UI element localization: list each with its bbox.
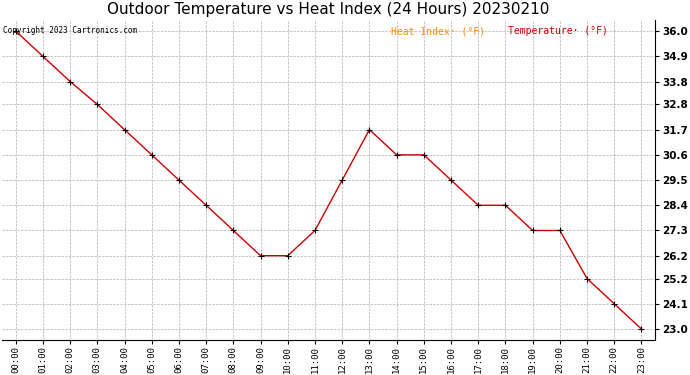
Text: Heat Index· (°F): Heat Index· (°F) [391,26,484,36]
Title: Outdoor Temperature vs Heat Index (24 Hours) 20230210: Outdoor Temperature vs Heat Index (24 Ho… [108,2,550,17]
Text: Temperature· (°F): Temperature· (°F) [508,26,608,36]
Text: Copyright 2023 Cartronics.com: Copyright 2023 Cartronics.com [3,26,137,35]
